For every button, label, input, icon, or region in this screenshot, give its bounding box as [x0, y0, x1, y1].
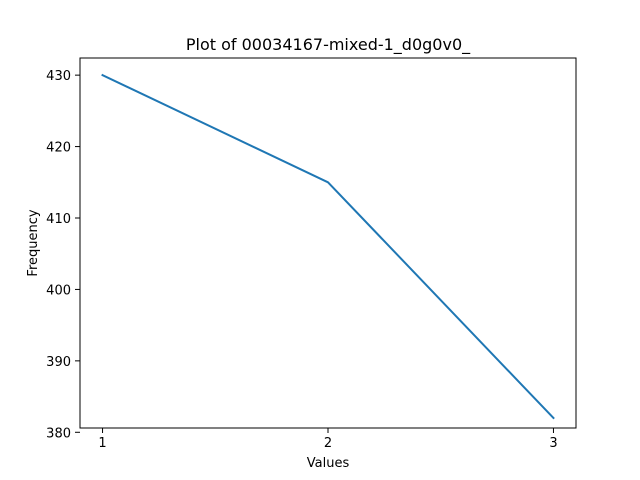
- y-axis-title: Frequency: [26, 209, 41, 276]
- series-line: [101, 73, 555, 420]
- y-tick-label: 380: [46, 426, 71, 441]
- y-axis-ticks: 380 390 400 410 420 430: [46, 69, 80, 441]
- y-tick-label: 430: [46, 69, 71, 84]
- x-tick-label: 2: [324, 436, 332, 451]
- y-tick-label: 390: [46, 355, 71, 370]
- x-axis-ticks: 1 2 3: [98, 428, 558, 451]
- y-tick-label: 420: [46, 141, 71, 156]
- y-tick-label: 410: [46, 212, 71, 227]
- x-tick-label: 3: [549, 436, 557, 451]
- x-tick-label: 1: [98, 436, 106, 451]
- plot-frame: [79, 57, 577, 429]
- plot-area: [80, 58, 576, 428]
- series-lines: [101, 73, 555, 420]
- x-axis-title: Values: [307, 456, 350, 471]
- y-tick-label: 400: [46, 283, 71, 298]
- chart-title: Plot of 00034167-mixed-1_d0g0v0_: [186, 35, 471, 55]
